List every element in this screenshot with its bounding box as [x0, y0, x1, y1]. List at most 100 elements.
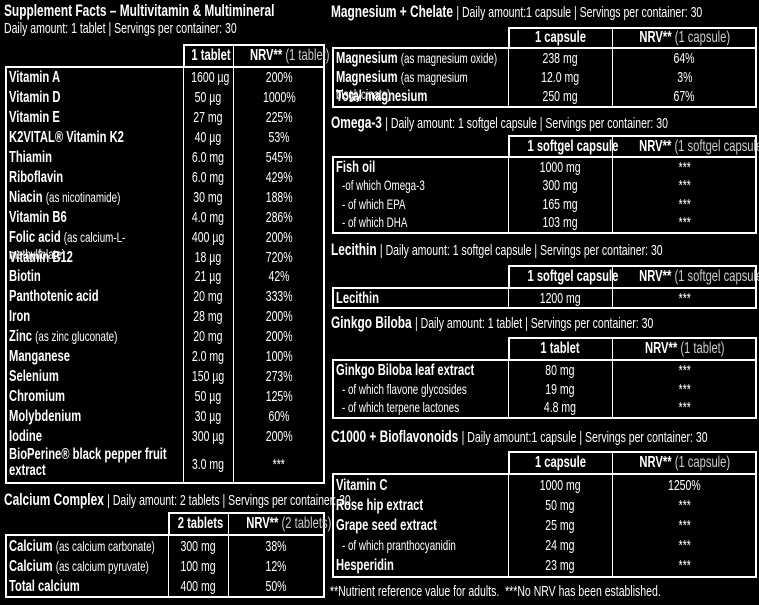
row-nrv: ***: [612, 497, 757, 514]
nrv-text: 545%: [265, 149, 293, 167]
amount-text: 23 mg: [545, 557, 575, 575]
amount-text: 12.0 mg: [541, 69, 579, 86]
nrv-text: ***: [678, 537, 691, 555]
nrv-text: 67%: [673, 88, 696, 105]
row-nrv: ***: [233, 456, 325, 473]
column-line: [508, 47, 509, 108]
row-nrv: 429%: [233, 169, 325, 186]
header-amount-text: 1 tablet: [540, 340, 580, 357]
nutrient-name: Vitamin A: [9, 69, 61, 87]
header-box: [183, 44, 325, 66]
header-nrv-text: NRV**: [644, 340, 677, 357]
amount-text: 300 mg: [180, 537, 216, 555]
row-amount: 20 mg: [183, 328, 233, 345]
row-amount: 18 µg: [183, 249, 233, 266]
amount-text: 50 µg: [194, 89, 222, 107]
row-amount: 400 mg: [168, 578, 228, 595]
daily-text: Daily amount: 1 tablet | Servings per co…: [4, 20, 237, 37]
title-text: C1000 + Bioflavonoids: [331, 427, 459, 446]
row-name: Chromium: [9, 388, 179, 405]
header-box: [508, 265, 757, 288]
amount-text: 50 µg: [194, 387, 222, 405]
daily-amount: Daily amount: 1 tablet | Servings per co…: [4, 20, 404, 37]
nrv-text: ***: [678, 399, 691, 417]
nrv-text: 12%: [265, 557, 288, 575]
row-name: -of which Omega-3: [342, 177, 510, 194]
amount-text: 25 mg: [545, 517, 575, 534]
nutrient-name: Manganese: [9, 348, 70, 366]
amount-text: 50 mg: [545, 496, 575, 514]
column-line: [233, 66, 234, 484]
nutrient-name: Vitamin C: [336, 476, 388, 494]
row-nrv: 125%: [233, 388, 325, 405]
nrv-text: 333%: [265, 288, 293, 306]
table-box: [332, 287, 757, 309]
header-amount-text: 1 tablet: [191, 46, 231, 64]
row-amount: 300 mg: [168, 538, 228, 555]
header-nrv: NRV** (1 capsule): [612, 29, 757, 46]
row-name: BioPerine® black pepper fruit extract: [9, 447, 179, 479]
row-name: K2VITAL® Vitamin K2: [9, 129, 179, 146]
nutrient-name: Hesperidin: [336, 557, 394, 575]
row-name: Selenium: [9, 368, 179, 385]
header-amount: 1 capsule: [508, 29, 612, 46]
row-amount: 20 mg: [183, 288, 233, 305]
header-nrv-note: (2 tablets): [281, 514, 332, 532]
nutrient-note: (as calcium pyruvate): [55, 557, 149, 574]
header-amount-text: 1 capsule: [534, 29, 586, 46]
row-nrv: 60%: [233, 408, 325, 425]
amount-text: 4.8 mg: [543, 399, 577, 417]
nutrient-name: Rose hip extract: [336, 496, 424, 514]
nutrient-name: Fish oil: [336, 158, 376, 176]
header-nrv-text: NRV**: [639, 454, 672, 471]
row-nrv: 12%: [228, 558, 325, 575]
footnote-text: **Nutrient reference value for adults. *…: [330, 583, 661, 600]
section-title: Lecithin | Daily amount: 1 softgel capsu…: [331, 241, 759, 259]
row-nrv: 42%: [233, 268, 325, 285]
row-nrv: ***: [612, 362, 757, 379]
row-name: Zinc (as zinc gluconate): [9, 328, 179, 345]
row-nrv: ***: [612, 196, 757, 213]
header-box: [508, 27, 757, 48]
row-name: - of which EPA: [342, 196, 510, 213]
nutrient-name: Grape seed extract: [336, 517, 437, 534]
amount-text: 150 µg: [191, 368, 225, 385]
amount-text: 238 mg: [542, 50, 578, 67]
header-nrv: NRV** (2 tablets): [228, 515, 331, 532]
row-name: - of which terpene lactones: [342, 399, 510, 416]
row-name: Biotin: [9, 268, 179, 285]
row-name: Vitamin B6: [9, 209, 179, 226]
nutrient-name: Calcium: [9, 537, 53, 555]
nutrient-name: Panthotenic acid: [9, 288, 99, 306]
row-name: Magnesium (as magnesium oxide): [336, 50, 504, 67]
column-line: [612, 473, 613, 578]
nutrient-name: Biotin: [9, 268, 41, 286]
header-nrv: NRV** (1 tablet): [612, 340, 757, 357]
nutrient-name: Molybdenium: [9, 407, 82, 425]
row-amount: 1000 mg: [508, 477, 612, 494]
row-name: - of which DHA: [342, 214, 510, 231]
row-amount: 27 mg: [183, 109, 233, 126]
row-nrv: ***: [612, 557, 757, 574]
amount-text: 165 mg: [542, 195, 578, 213]
nrv-text: ***: [272, 455, 286, 473]
nrv-text: 200%: [265, 228, 293, 246]
section-title: Magnesium + Chelate | Daily amount:1 cap…: [331, 3, 759, 21]
row-amount: 3.0 mg: [183, 456, 233, 473]
row-name: Iodine: [9, 428, 179, 445]
header-nrv-note: (1 softgel capsule): [674, 137, 759, 155]
daily-text: | Daily amount: 1 tablet | Servings per …: [414, 315, 654, 332]
row-amount: 150 µg: [183, 368, 233, 385]
row-nrv: 67%: [612, 88, 757, 105]
nrv-text: ***: [678, 177, 691, 195]
amount-text: 2.0 mg: [191, 348, 225, 366]
row-nrv: ***: [612, 214, 757, 231]
header-amount-text: 1 softgel capsule: [527, 137, 619, 155]
row-name: Total calcium: [9, 578, 164, 595]
nrv-text: 1250%: [668, 476, 701, 494]
title-text: Ginkgo Biloba: [331, 313, 412, 332]
section-title: Supplement Facts – Multivitamin & Multim…: [4, 2, 464, 19]
nutrient-name: Magnesium: [336, 69, 398, 86]
row-amount: 50 µg: [183, 388, 233, 405]
amount-text: 100 mg: [180, 557, 216, 575]
